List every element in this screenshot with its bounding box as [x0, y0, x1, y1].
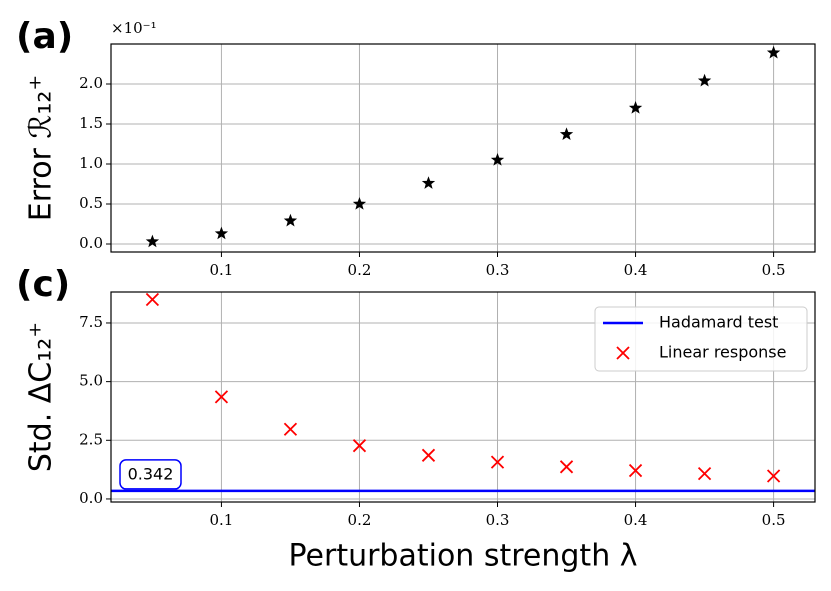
x-tick-label: 0.5 — [762, 261, 786, 279]
y-tick-label: 2.5 — [79, 430, 103, 448]
panel: 0.1 0.2 0.3 0.4 0.5 0.0 0.5 1.0 1.5 2.0 (a) Error ℛ… — [16, 16, 816, 279]
star-marker — [766, 45, 781, 59]
x-marker-stroke — [559, 460, 574, 474]
x-marker-stroke — [697, 466, 712, 481]
legend-label: Hadamard test — [659, 313, 778, 332]
y-axis-label: Error ℛ₁₂⁺ — [24, 75, 59, 221]
x-tick-label: 0.1 — [210, 261, 234, 279]
panel-label: (a) — [16, 16, 73, 57]
star-marker — [421, 176, 436, 189]
y-axis-label: Std. ΔC₁₂⁺ — [24, 322, 59, 472]
x-tick-label: 0.4 — [624, 261, 648, 279]
x-tick-label: 0.2 — [348, 511, 372, 529]
x-tick-label: 0.2 — [348, 261, 372, 279]
y-tick-label: 7.5 — [79, 313, 103, 331]
legend-frame — [594, 306, 808, 372]
x-marker — [697, 466, 712, 481]
x-marker — [421, 448, 436, 462]
annotation: 0.342 — [128, 464, 174, 483]
y-tick-label: 5.0 — [79, 372, 103, 390]
x-marker — [628, 463, 643, 478]
legend: Hadamard test Linear response — [594, 306, 808, 372]
x-axis-label: Perturbation strength λ — [289, 539, 638, 574]
x-tick-label: 0.1 — [210, 511, 234, 529]
annotation-box — [119, 459, 182, 490]
x-marker-stroke — [145, 292, 160, 307]
y-tick-label: 2.0 — [79, 74, 103, 92]
legend-label: Linear response — [659, 343, 786, 362]
y-tick-label: 1.5 — [79, 114, 103, 132]
star-marker — [283, 213, 298, 227]
x-marker-stroke — [283, 422, 298, 436]
x-marker-stroke — [421, 448, 436, 462]
x-marker — [352, 439, 367, 453]
y-tick-label: 0.0 — [79, 234, 103, 252]
x-tick-label: 0.5 — [762, 511, 786, 529]
x-marker — [490, 455, 505, 469]
x-tick-label: 0.4 — [624, 511, 648, 529]
axis-exponent: ×10⁻¹ — [111, 19, 157, 37]
x-tick-label: 0.3 — [486, 511, 510, 529]
legend-swatch — [616, 346, 630, 360]
x-marker — [559, 460, 574, 474]
y-tick-label: 1.0 — [79, 154, 103, 172]
y-tick-label: 0.0 — [79, 489, 103, 507]
star-marker — [145, 234, 160, 248]
star-marker — [214, 226, 229, 240]
star-marker — [352, 197, 367, 210]
x-marker-stroke — [214, 390, 229, 404]
axes-frame — [110, 43, 816, 253]
x-marker-stroke — [766, 469, 781, 483]
star-marker — [628, 101, 643, 114]
x-marker — [145, 292, 160, 307]
x-marker — [766, 469, 781, 483]
x-marker-stroke — [352, 439, 367, 453]
panel: 0.1 0.2 0.3 0.4 0.5 0.0 2.5 5.0 7.5 0.342 (c) Std. … — [16, 264, 816, 574]
x-marker — [214, 390, 229, 404]
panel-label: (c) — [16, 264, 70, 305]
y-tick-label: 0.5 — [79, 194, 103, 212]
x-marker — [283, 422, 298, 436]
star-marker — [697, 73, 712, 87]
x-marker-stroke — [490, 455, 505, 469]
star-marker — [559, 127, 574, 141]
x-tick-label: 0.3 — [486, 261, 510, 279]
axes-frame — [110, 291, 816, 503]
star-marker — [490, 153, 505, 166]
x-marker-stroke — [628, 463, 643, 478]
